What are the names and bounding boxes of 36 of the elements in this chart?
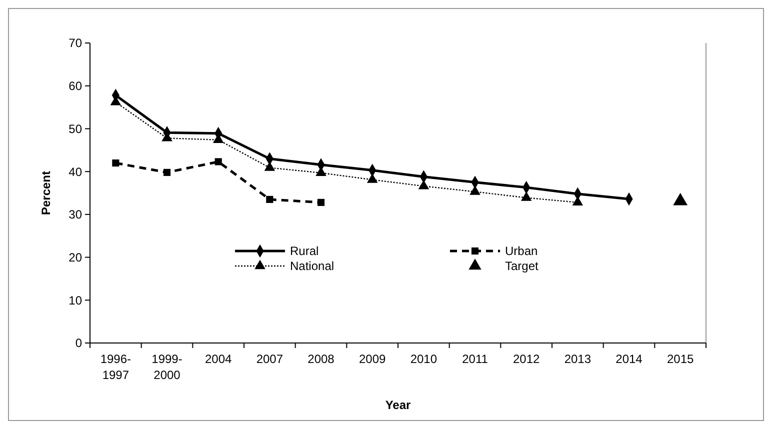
point <box>112 159 120 167</box>
y-tick-label: 50 <box>68 122 82 136</box>
point <box>317 198 325 206</box>
y-tick-label: 30 <box>68 208 82 222</box>
point <box>266 196 274 203</box>
point <box>366 174 378 183</box>
y-tick-label: 0 <box>75 336 82 350</box>
y-tick-label: 10 <box>68 293 82 308</box>
x-tick-label: 2015 <box>666 352 694 366</box>
legend-label: National <box>290 259 334 274</box>
x-tick-label: 2004 <box>204 352 232 366</box>
y-tick-label: 20 <box>68 250 82 264</box>
y-tick-label: 70 <box>68 36 82 50</box>
x-axis-title: Year <box>385 398 412 412</box>
y-axis-title: Percent <box>39 170 53 216</box>
y-tick-label: 60 <box>68 79 82 94</box>
x-tick-label: 2013 <box>564 352 592 366</box>
legend-label: Urban <box>505 244 538 258</box>
point <box>264 162 276 171</box>
x-tick-label: 2009 <box>358 352 386 366</box>
point <box>673 192 688 206</box>
point <box>520 192 532 201</box>
x-tick-label: 2012 <box>512 352 540 366</box>
legend-label: Rural <box>290 244 319 258</box>
point <box>470 186 480 195</box>
x-tick-label: 2010 <box>410 352 438 366</box>
x-tick-label: 2007 <box>256 352 284 366</box>
point <box>163 168 171 176</box>
x-tick-label: 2014 <box>616 352 643 366</box>
legend-label: Target <box>505 259 540 274</box>
x-tick-label: 2008 <box>308 352 335 366</box>
y-tick-label: 40 <box>68 164 82 179</box>
x-tick-label: 2011 <box>462 352 488 366</box>
x-tick-label: 1996-1997 <box>100 352 132 382</box>
point <box>214 158 222 166</box>
x-tick-label: 1999-2000 <box>152 352 182 382</box>
